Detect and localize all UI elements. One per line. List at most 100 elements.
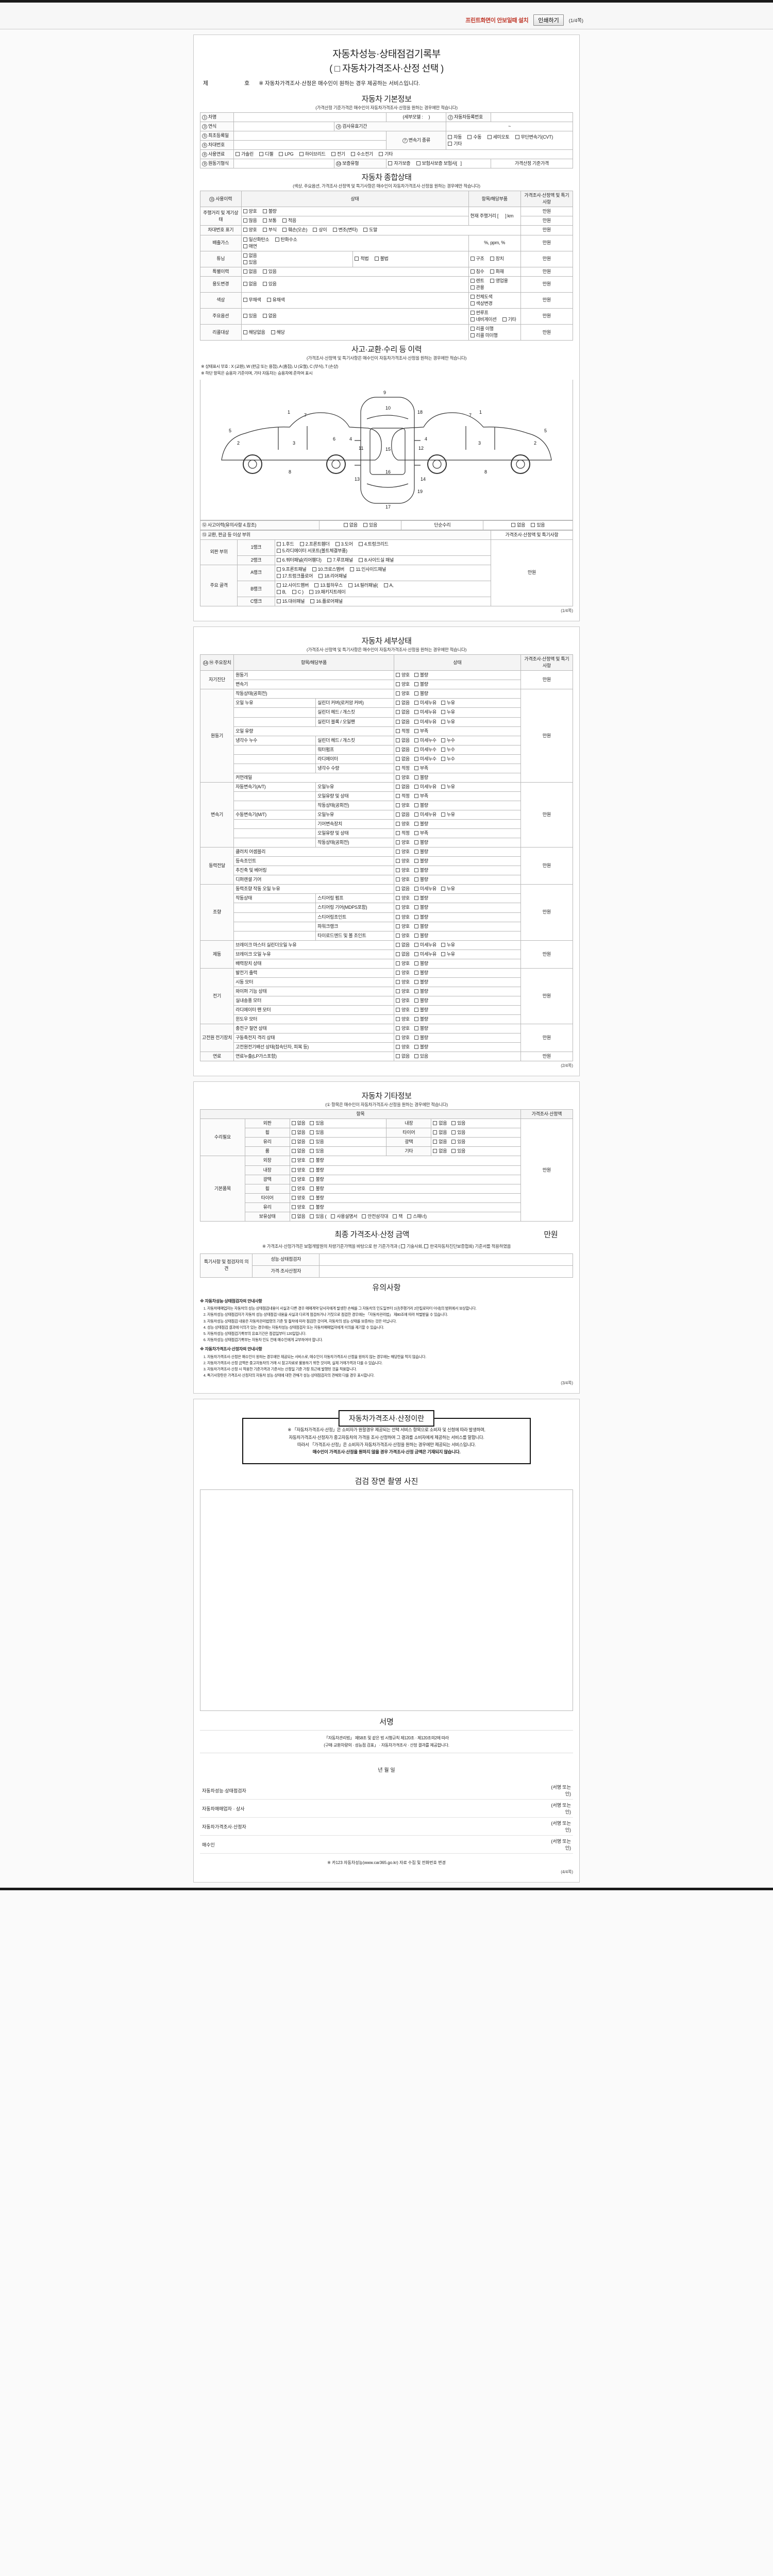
- checkbox-없음[interactable]: 없음: [395, 886, 410, 892]
- checkbox-미세누유[interactable]: 미세누유: [414, 811, 436, 818]
- checkbox-안전삼각대[interactable]: 안전삼각대: [362, 1213, 388, 1220]
- checkbox-color-changed[interactable]: 색상변경: [470, 300, 493, 307]
- checkbox-양호[interactable]: 양호: [395, 914, 410, 921]
- signature-field[interactable]: [508, 1799, 542, 1818]
- checkbox-불량[interactable]: 불량: [414, 849, 428, 855]
- row-tuning-legal[interactable]: 적법 불법: [352, 250, 469, 267]
- checkbox-simple-repair-none[interactable]: 없음: [511, 522, 525, 529]
- cell-etc-state[interactable]: 없음 있음: [289, 1146, 387, 1157]
- checkbox-fuel-gasoline[interactable]: 가솔린: [236, 151, 254, 158]
- checkbox-없음[interactable]: 없음: [395, 756, 410, 762]
- checkbox-미세누유[interactable]: 미세누유: [414, 942, 436, 948]
- checkbox-recall-applicable[interactable]: 해당: [271, 329, 285, 336]
- checkbox-누유[interactable]: 누유: [441, 886, 455, 892]
- checkbox-불량[interactable]: 불량: [414, 895, 428, 902]
- signature-date-line[interactable]: 년 월 일: [378, 1768, 395, 1774]
- cell-state-options[interactable]: 양호 불량: [393, 912, 521, 922]
- checkbox-options-navigation[interactable]: 네비게이션: [470, 316, 497, 323]
- checkbox-불량[interactable]: 불량: [414, 997, 428, 1004]
- signature-field[interactable]: [508, 1835, 542, 1854]
- checkbox-part-floor-panel[interactable]: 16.플로어패널: [310, 598, 343, 605]
- checkbox-usechange-government[interactable]: 관용: [470, 284, 484, 291]
- row-recall-state[interactable]: 해당없음 해당: [241, 324, 469, 341]
- checkbox-불량[interactable]: 불량: [414, 1007, 428, 1013]
- row-mileage-price2[interactable]: 만원: [520, 216, 574, 226]
- checkbox-사용설명서[interactable]: 사용설명서: [331, 1213, 358, 1220]
- checkbox-불량[interactable]: 불량: [310, 1195, 324, 1201]
- checkbox-적정[interactable]: 적정: [395, 765, 410, 772]
- checkbox-불량[interactable]: 불량: [414, 774, 428, 781]
- cell-basic-state[interactable]: 양호 불량: [289, 1202, 521, 1212]
- checkbox-usechange-business[interactable]: 영업용: [490, 278, 508, 284]
- checkbox-part-trunk-lid[interactable]: 4.트렁크리드: [358, 541, 389, 548]
- cell-etc-state[interactable]: 없음 있음: [289, 1118, 387, 1129]
- checkbox-vin-corroded[interactable]: 부식: [262, 227, 277, 233]
- row-color-state[interactable]: 무채색 유채색: [241, 292, 469, 309]
- checkbox-없음[interactable]: 없음: [395, 951, 410, 958]
- cell-state-options[interactable]: 양호 불량: [393, 670, 521, 681]
- checkbox-part-trunk-floor[interactable]: 17.트렁크플로어: [276, 573, 313, 580]
- cell-price[interactable]: 만원: [520, 940, 574, 969]
- checkbox-vin-good[interactable]: 양호: [243, 227, 257, 233]
- checkbox-양호[interactable]: 양호: [291, 1204, 306, 1211]
- checkbox-양호[interactable]: 양호: [395, 821, 410, 827]
- checkbox-없음[interactable]: 없음: [433, 1129, 447, 1136]
- checkbox-part-front-fender[interactable]: 2.프론트휀더: [299, 541, 330, 548]
- cell-price[interactable]: 만원: [520, 1024, 574, 1053]
- checkbox-없음[interactable]: 없음: [395, 737, 410, 744]
- checkbox-부족[interactable]: 부족: [414, 728, 428, 735]
- checkbox-없음[interactable]: 없음: [433, 1139, 447, 1145]
- checkbox-불량[interactable]: 불량: [414, 988, 428, 995]
- checkbox-누수[interactable]: 누수: [441, 756, 455, 762]
- checkbox-fuel-diesel[interactable]: 디젤: [259, 151, 273, 158]
- checkbox-불량[interactable]: 불량: [414, 821, 428, 827]
- checkbox-불량[interactable]: 불량: [310, 1157, 324, 1164]
- checkbox-있음[interactable]: 있음: [451, 1129, 465, 1136]
- cell-price[interactable]: 만원: [520, 689, 574, 783]
- checkbox-없음[interactable]: 없음: [433, 1120, 447, 1127]
- cell-basic-state[interactable]: 양호 불량: [289, 1193, 521, 1203]
- checkbox-양호[interactable]: 양호: [395, 681, 410, 688]
- checkbox-있음[interactable]: 있음 (: [310, 1213, 327, 1220]
- row-options-detail[interactable]: 썬루프 네비게이션 기타: [468, 308, 521, 325]
- signature-field[interactable]: [508, 1782, 542, 1800]
- cell-state-options[interactable]: 양호 불량: [393, 1033, 521, 1043]
- cell-price[interactable]: 만원: [520, 782, 574, 848]
- row-mileage-state1[interactable]: 양호 불량: [241, 207, 469, 217]
- checkbox-불량[interactable]: 불량: [414, 904, 428, 911]
- cell-state-options[interactable]: 적정 부족: [393, 791, 521, 801]
- checkbox-양호[interactable]: 양호: [395, 858, 410, 865]
- cell-state-options[interactable]: 없음 미세누수 누수: [393, 744, 521, 755]
- row-special-state[interactable]: 없음 있음: [241, 266, 469, 277]
- cell-price[interactable]: 만원: [520, 1052, 574, 1062]
- checkbox-양호[interactable]: 양호: [291, 1176, 306, 1183]
- checkbox-color-achromatic[interactable]: 무채색: [243, 297, 261, 303]
- cell-abnormal-price-value[interactable]: 만원: [490, 539, 574, 607]
- row-emission-state[interactable]: 일산화탄소 탄화수소 매연: [241, 234, 469, 251]
- checkbox-없음[interactable]: 없음: [395, 700, 410, 706]
- cell-state-options[interactable]: 적정 부족: [393, 726, 521, 736]
- row-options-price[interactable]: 만원: [520, 308, 574, 325]
- checkbox-누유[interactable]: 누유: [441, 719, 455, 725]
- checkbox-warranty-self[interactable]: 자가보증: [388, 160, 411, 167]
- checkbox-usechange-none[interactable]: 없음: [243, 281, 257, 287]
- cell-state-options[interactable]: 양호 불량: [393, 958, 521, 969]
- checkbox-불량[interactable]: 불량: [414, 672, 428, 679]
- checkbox-미세누유[interactable]: 미세누유: [414, 951, 436, 958]
- signature-field[interactable]: [508, 1817, 542, 1836]
- checkbox-tuning-yes[interactable]: 있음: [243, 259, 257, 266]
- checkbox-vin-damaged[interactable]: 훼손(오손): [282, 227, 307, 233]
- checkbox-누유[interactable]: 누유: [441, 951, 455, 958]
- checkbox-없음[interactable]: 없음: [395, 1053, 410, 1060]
- cell-state-options[interactable]: 양호 불량: [393, 772, 521, 783]
- checkbox-special-yes[interactable]: 있음: [262, 268, 277, 275]
- checkbox-불량[interactable]: 불량: [414, 876, 428, 883]
- checkbox-usechange-rent[interactable]: 렌트: [470, 278, 484, 284]
- checkbox-part-quarter-panel[interactable]: 6.쿼터패널(리어휀다): [276, 557, 322, 564]
- row-usechange-state[interactable]: 없음 있음: [241, 276, 469, 293]
- checkbox-recall-na[interactable]: 해당없음: [243, 329, 265, 336]
- checkbox-options-none[interactable]: 없음: [262, 313, 277, 319]
- checkbox-양호[interactable]: 양호: [395, 1035, 410, 1041]
